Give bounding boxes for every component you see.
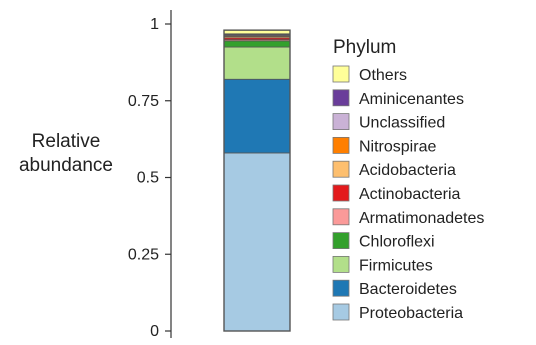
bar-outline <box>223 29 291 332</box>
legend-swatch <box>332 184 350 202</box>
legend-swatch <box>332 208 350 226</box>
y-axis-label: Relative abundance <box>6 130 126 178</box>
legend-swatch <box>332 136 350 154</box>
stacked-bar <box>223 29 291 332</box>
y-tick-label: 0.25 <box>128 246 159 263</box>
legend-label: Proteobacteria <box>359 305 463 322</box>
legend-label: Armatimonadetes <box>359 210 484 227</box>
legend-label: Bacteroidetes <box>359 281 457 298</box>
legend-label: Aminicenantes <box>359 91 464 108</box>
legend-label: Nitrospirae <box>359 138 436 155</box>
legend-label: Acidobacteria <box>359 162 456 179</box>
y-tick-label: 0.5 <box>137 170 159 187</box>
legend-swatch <box>332 89 350 107</box>
bar-segment-firmicutes <box>223 46 291 80</box>
legend-title: Phylum <box>333 37 396 58</box>
legend-label: Unclassified <box>359 115 445 132</box>
legend-label: Chloroflexi <box>359 234 435 251</box>
y-axis: 0 0.25 0.5 0.75 1 <box>128 10 172 340</box>
legend-swatch <box>332 160 350 178</box>
bar-segment-proteobacteria <box>223 152 291 332</box>
y-tick-label: 0.75 <box>128 93 159 110</box>
legend: Phylum Others Aminicenantes Unclassified Nit… <box>332 37 484 322</box>
legend-swatch <box>332 232 350 250</box>
bar-segment-chloroflexi <box>223 40 291 48</box>
legend-swatch <box>332 113 350 130</box>
y-axis-label-line-1: Relative <box>31 131 101 152</box>
y-tick-label: 1 <box>150 16 159 33</box>
legend-swatch <box>332 255 350 273</box>
legend-swatch <box>332 303 350 321</box>
y-axis-label-line-2: abundance <box>18 155 114 176</box>
legend-swatch <box>332 279 350 297</box>
legend-label: Firmicutes <box>359 257 433 274</box>
legend-label: Actinobacteria <box>359 186 460 203</box>
bar-segment-bacteroidetes <box>223 78 291 154</box>
y-tick-label: 0 <box>150 323 159 340</box>
legend-label: Others <box>359 67 407 84</box>
legend-swatch <box>332 65 350 83</box>
